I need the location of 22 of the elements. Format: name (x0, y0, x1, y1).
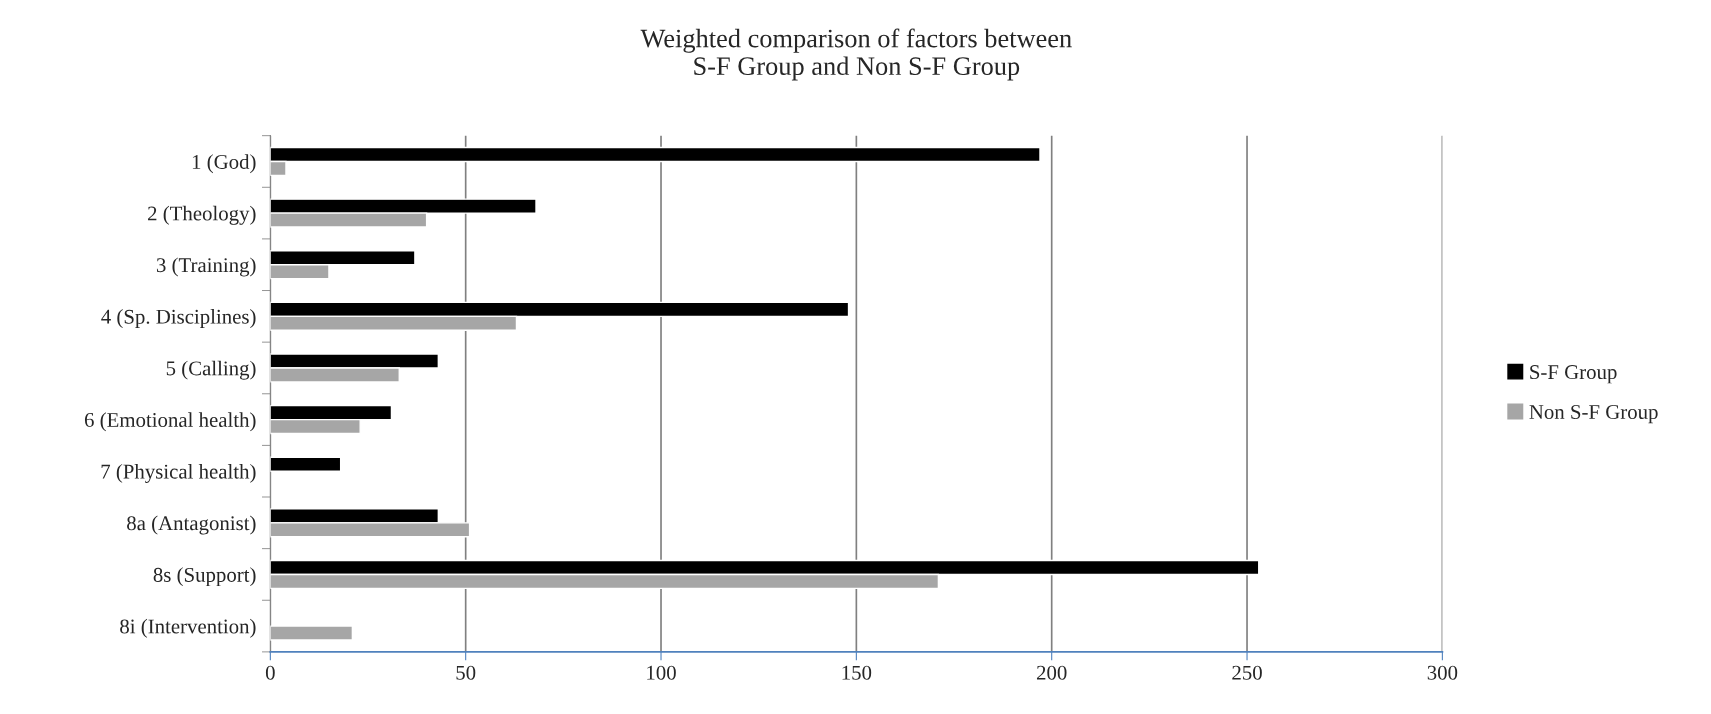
x-tick-label: 150 (842, 665, 872, 680)
x-tick-label: 100 (647, 665, 676, 680)
y-tick-label: 1 (God) (192, 154, 256, 174)
y-tick-label: 4 (Sp. Disciplines) (101, 309, 256, 328)
x-tick-label: 50 (456, 665, 476, 680)
x-tick-label: 300 (1427, 665, 1458, 680)
x-tick-label: 250 (1232, 665, 1262, 680)
y-tick-label: 7 (Physical health) (101, 463, 256, 483)
x-tick-label: 0 (265, 665, 275, 680)
x-tick-label: 200 (1036, 665, 1067, 680)
y-tick-label: 8a (Antagonist) (127, 515, 256, 535)
y-tick-label: 2 (Theology) (148, 205, 256, 225)
y-tick-label: 6 (Emotional health) (84, 412, 256, 432)
y-tick-label: 8s (Support) (153, 567, 256, 587)
y-tick-label: 8i (Intervention) (120, 618, 256, 638)
bar (270, 625, 354, 641)
chart-title: Weighted comparison of factors between S-F Group and Non S-F Group (640, 28, 1072, 81)
y-tick-label: 3 (Training) (156, 257, 256, 277)
legend-label: Non S-F Group (1529, 404, 1658, 424)
y-tick-label: 5 (Calling) (166, 360, 256, 380)
bar (270, 456, 342, 472)
legend-label: S-F Group (1530, 365, 1617, 384)
